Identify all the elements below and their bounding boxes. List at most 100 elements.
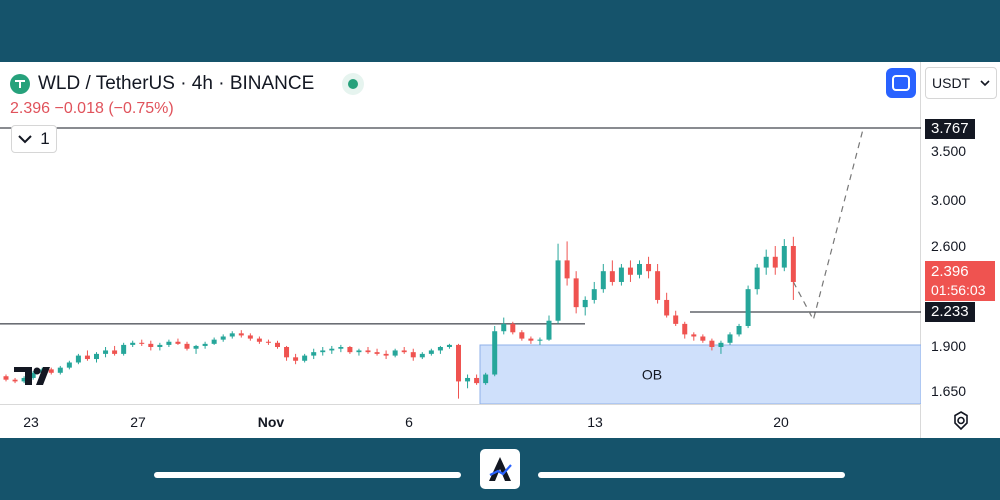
candle: [356, 350, 362, 353]
chevron-down-icon: [18, 135, 32, 144]
candle: [465, 377, 471, 382]
candle: [3, 376, 9, 380]
plot-area: [0, 62, 921, 438]
candle: [483, 374, 489, 384]
indicator-count: 1: [40, 129, 50, 148]
candle: [682, 323, 688, 335]
candle: [57, 367, 63, 373]
candle: [446, 344, 452, 347]
candle: [229, 333, 235, 337]
candle: [673, 315, 679, 324]
candle: [284, 347, 290, 358]
candle: [84, 355, 90, 360]
candle: [564, 260, 570, 279]
candle: [618, 267, 624, 282]
candle: [781, 246, 787, 268]
candle: [293, 357, 299, 361]
chevron-down-icon: [980, 80, 990, 87]
symbol-header: WLD / TetherUS · 4h · BINANCE: [10, 72, 365, 96]
candle: [256, 338, 262, 342]
candle: [428, 350, 434, 354]
candle: [637, 263, 642, 275]
price-tick: 2.600: [931, 238, 967, 254]
time-tick: 23: [23, 414, 39, 430]
candle: [157, 344, 163, 347]
currency-select[interactable]: USDT: [925, 67, 997, 99]
time-tick: 6: [405, 414, 413, 430]
candle: [139, 342, 145, 344]
tether-logo-icon: [10, 74, 30, 94]
candle: [247, 335, 253, 339]
right-divider-bar: [538, 472, 845, 478]
price-tick: 1.650: [931, 383, 967, 399]
time-tick: 13: [587, 414, 603, 430]
time-axis-line: [0, 404, 921, 405]
candle: [691, 334, 697, 337]
candlestick-chart[interactable]: OB: [0, 62, 921, 404]
fullscreen-button[interactable]: [886, 68, 916, 98]
order-block-label: OB: [642, 367, 662, 383]
fullscreen-icon: [892, 75, 910, 91]
tradingview-logo: [14, 367, 50, 385]
candle: [709, 340, 715, 347]
candle: [238, 333, 244, 336]
candle: [211, 339, 217, 344]
candle: [202, 343, 208, 346]
candle: [275, 342, 280, 347]
candle: [700, 336, 706, 341]
candle: [30, 372, 36, 378]
current-price-tag: 2.396 01:56:03: [925, 261, 995, 301]
candle: [745, 289, 751, 326]
candle: [609, 271, 615, 282]
candle: [573, 278, 579, 308]
candle: [220, 336, 226, 340]
candle: [130, 342, 136, 345]
projection-dashed-path: [792, 127, 864, 322]
candle: [655, 271, 661, 300]
candle: [329, 348, 335, 351]
candle: [546, 320, 552, 340]
price-change: 2.396 −0.018 (−0.75%): [10, 100, 174, 117]
candle: [763, 256, 769, 268]
candle: [193, 345, 199, 349]
currency-value: USDT: [932, 75, 971, 91]
candle: [528, 338, 534, 341]
time-tick: Nov: [257, 414, 285, 430]
candle: [383, 353, 389, 356]
candle: [103, 350, 109, 354]
candle: [736, 325, 742, 335]
candles-group: [3, 236, 796, 399]
candle: [21, 377, 27, 382]
candle: [754, 267, 760, 290]
candle: [627, 267, 633, 275]
chart-window: OB WLD / TetherUS · 4h · BINANCE 2.396 −…: [0, 62, 1000, 438]
price-tick: 3.500: [931, 143, 967, 159]
candle: [419, 353, 425, 358]
candle: [790, 246, 796, 282]
market-open-indicator-icon: [342, 73, 365, 95]
candle: [374, 352, 380, 354]
candle: [338, 347, 344, 349]
time-tick: 20: [773, 414, 789, 430]
symbol-title[interactable]: WLD / TetherUS · 4h · BINANCE: [38, 73, 315, 94]
candle: [537, 339, 543, 341]
candle: [501, 323, 507, 332]
candle: [401, 350, 407, 353]
candle: [320, 350, 326, 353]
candle: [600, 271, 606, 290]
order-block-zone: [479, 344, 921, 404]
candle: [48, 369, 54, 373]
time-tick: 27: [130, 414, 146, 430]
candle: [392, 350, 398, 356]
indicator-collapse-button[interactable]: 1: [11, 125, 57, 153]
candle: [121, 344, 127, 354]
gear-icon[interactable]: [950, 410, 972, 432]
candle: [94, 353, 99, 360]
candle: [474, 377, 480, 384]
candle: [664, 299, 670, 316]
candle: [437, 347, 443, 351]
candle: [519, 332, 525, 339]
candle: [184, 343, 190, 349]
brand-logo-icon: [480, 449, 520, 489]
candle: [410, 352, 416, 358]
